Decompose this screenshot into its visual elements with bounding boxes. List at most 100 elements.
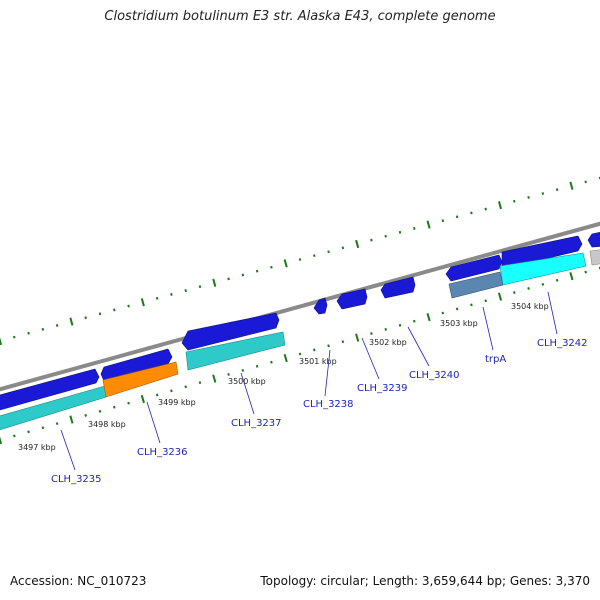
gene-labels: CLH_3235 CLH_3236 CLH_3237 CLH_3238 CLH_… [51,338,588,485]
minor-tick [270,360,273,364]
minor-tick [298,352,302,356]
major-tick [0,337,3,346]
minor-tick [384,234,387,238]
cds-block[interactable] [102,361,179,398]
major-tick [283,259,288,268]
minor-tick [127,304,130,308]
minor-tick [27,430,30,434]
minor-tick [112,405,116,409]
genome-title: Clostridium botulinum E3 str. Alaska E43… [104,9,496,24]
cds-block[interactable] [499,252,587,286]
minor-tick [455,215,459,219]
minor-tick [541,192,545,195]
minor-tick [241,368,245,372]
minor-tick [584,270,588,274]
minor-tick [527,287,530,290]
minor-tick [555,188,559,192]
outer-tick-track [0,176,600,346]
gene-arrow[interactable] [587,231,600,248]
cds-block[interactable] [589,249,600,266]
cds-track [0,249,600,431]
minor-tick [441,219,445,223]
minor-tick [170,293,173,296]
minor-tick [41,327,45,331]
major-tick [497,292,503,301]
minor-tick [512,291,516,295]
ruler-label: 3502 kbp [369,338,407,347]
gene-label[interactable]: CLH_3240 [409,370,460,381]
minor-tick [313,254,316,258]
minor-tick [98,312,102,316]
minor-tick [184,289,187,292]
gene-label[interactable]: CLH_3235 [51,474,102,485]
gene-arrow[interactable] [336,288,368,310]
minor-tick [484,207,487,211]
gene-label[interactable]: CLH_3242 [537,338,588,349]
minor-tick [12,434,16,438]
minor-tick [13,335,16,339]
ruler-label: 3501 kbp [299,357,337,366]
minor-tick [98,409,102,413]
gene-label[interactable]: CLH_3237 [231,418,282,429]
minor-tick [227,277,230,281]
minor-tick [198,285,202,289]
gene-label[interactable]: CLH_3236 [137,447,188,458]
ruler-label: 3503 kbp [440,319,478,328]
minor-tick [455,307,459,311]
minor-tick [227,373,230,376]
minor-tick [470,211,473,215]
genome-stats-text: Topology: circular; Length: 3,659,644 bp… [260,574,590,588]
major-tick [569,181,574,190]
major-tick [426,220,431,229]
minor-tick [527,195,530,199]
minor-tick [370,238,373,242]
minor-tick [241,273,245,277]
gene-arrow[interactable] [181,312,280,351]
major-tick [140,298,145,307]
major-tick [283,353,288,363]
forward-gene-track [0,231,600,411]
inner-tick-track [0,266,600,445]
minor-tick [370,332,373,335]
gene-arrow[interactable] [0,368,100,411]
minor-tick [398,323,402,327]
minor-tick [198,381,202,385]
minor-tick [398,230,402,234]
gene-arrow[interactable] [445,254,503,282]
minor-tick [327,344,330,348]
minor-tick [341,340,345,344]
gene-label[interactable]: trpA [485,354,506,365]
minor-tick [55,324,59,327]
minor-tick [27,331,30,335]
minor-tick [155,296,159,300]
minor-tick [55,422,59,426]
major-tick [212,374,217,383]
minor-tick [155,393,159,397]
minor-tick [170,389,173,393]
label-leaders [60,291,558,471]
major-tick [497,201,503,210]
minor-tick [470,303,473,307]
ruler-label: 3499 kbp [158,398,196,407]
minor-tick [484,299,488,303]
gene-label[interactable]: CLH_3239 [357,383,408,394]
minor-tick [84,413,88,417]
minor-tick [327,250,330,254]
minor-tick [184,385,188,389]
major-tick [212,278,217,287]
gene-arrow[interactable] [313,297,328,315]
major-tick [0,436,3,445]
accession-text: Accession: NC_010723 [10,574,147,588]
minor-tick [255,364,259,368]
major-tick [569,272,574,281]
ruler-label: 3498 kbp [88,420,126,429]
cds-block[interactable] [185,331,286,371]
ruler-labels: 3497 kbp 3498 kbp 3499 kbp 3500 kbp 3501… [18,302,549,452]
gene-arrow[interactable] [380,276,416,299]
major-tick [426,313,431,322]
gene-label[interactable]: CLH_3238 [303,399,354,410]
minor-tick [84,316,87,320]
minor-tick [270,265,273,269]
